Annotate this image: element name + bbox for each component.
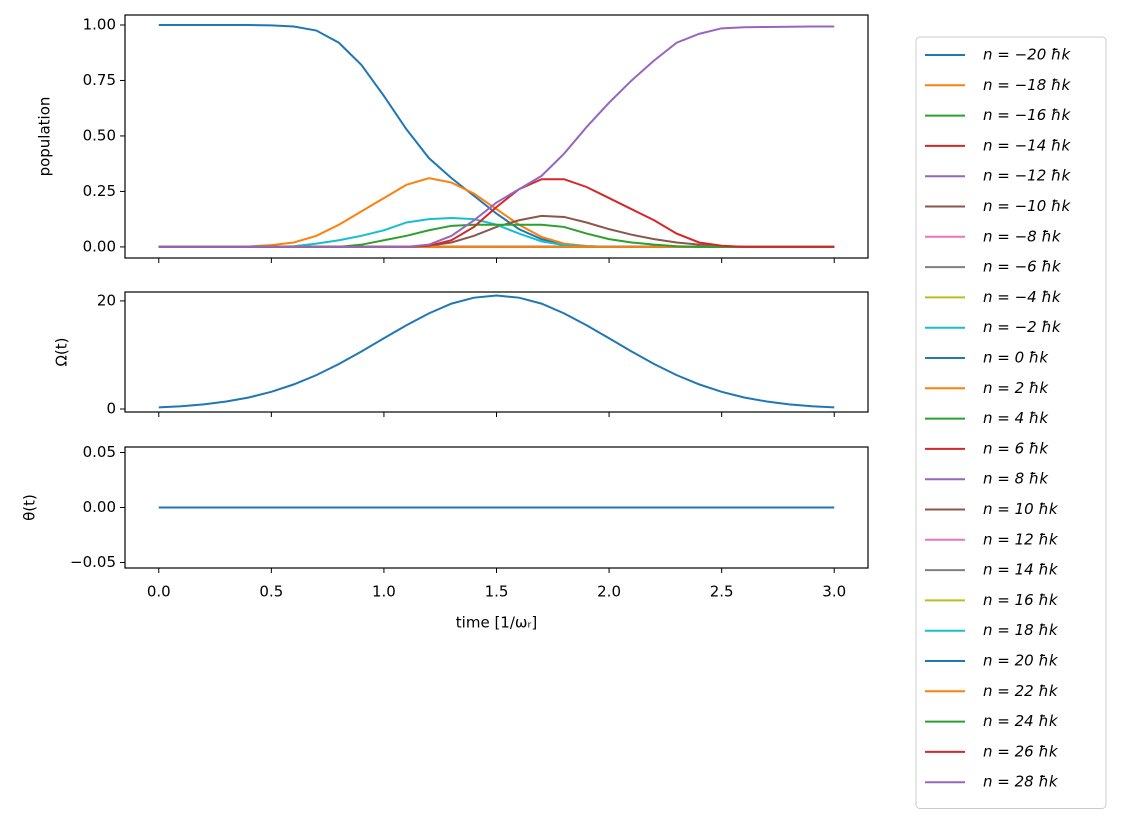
- legend-label: n = 28 ħk: [983, 773, 1059, 791]
- series-line: [158, 223, 835, 248]
- legend-label: n = 22 ħk: [983, 682, 1059, 700]
- legend-label: n = −4 ħk: [983, 288, 1062, 306]
- legend-label: n = 26 ħk: [983, 742, 1059, 760]
- axes-frame: [124, 291, 869, 413]
- legend-label: n = 2 ħk: [983, 379, 1049, 397]
- legend-box: [915, 36, 1107, 809]
- x-tick-label: 2.5: [710, 583, 734, 601]
- legend-label: n = 6 ħk: [983, 439, 1049, 457]
- series-line: [158, 217, 835, 248]
- legend-label: n = 4 ħk: [983, 409, 1049, 427]
- series-line: [158, 214, 835, 248]
- x-tick-label: 3.0: [822, 583, 846, 601]
- y-tick-label: 0.75: [83, 71, 116, 89]
- legend-label: n = −14 ħk: [983, 136, 1071, 154]
- legend-label: n = −6 ħk: [983, 258, 1062, 276]
- legend-label: n = −10 ħk: [983, 197, 1071, 215]
- legend-label: n = −20 ħk: [983, 46, 1071, 64]
- legend-label: n = −12 ħk: [983, 167, 1071, 185]
- legend-label: n = 8 ħk: [983, 470, 1049, 488]
- legend-label: n = 0 ħk: [983, 349, 1049, 367]
- y-tick-label: 0.00: [83, 237, 116, 255]
- x-tick-label: 1.5: [485, 583, 509, 601]
- x-tick-label: 0.0: [147, 583, 171, 601]
- legend-label: n = 14 ħk: [983, 561, 1059, 579]
- y-tick-label: 0.00: [83, 498, 116, 516]
- legend-label: n = −16 ħk: [983, 106, 1071, 124]
- legend-label: n = −18 ħk: [983, 76, 1071, 94]
- legend-label: n = 20 ħk: [983, 652, 1059, 670]
- x-axis-label: time [1/ωᵣ]: [456, 614, 537, 632]
- series-line: [158, 25, 835, 248]
- y-tick-label: 0.50: [83, 126, 116, 144]
- y-tick-label: 1.00: [83, 15, 116, 33]
- y-tick-label: 20: [97, 291, 116, 309]
- series-line: [158, 23, 835, 248]
- legend-label: n = 12 ħk: [983, 530, 1059, 548]
- x-tick-label: 2.0: [597, 583, 621, 601]
- axes-frame: [124, 14, 869, 259]
- y-axis-label: θ(t): [21, 494, 39, 521]
- y-tick-label: 0.25: [83, 182, 116, 200]
- legend-label: n = 18 ħk: [983, 621, 1059, 639]
- legend-label: n = 24 ħk: [983, 712, 1059, 730]
- legend-label: n = −8 ħk: [983, 227, 1062, 245]
- legend-label: n = 16 ħk: [983, 591, 1059, 609]
- y-axis-label: population: [36, 97, 54, 177]
- legend-label: n = 10 ħk: [983, 500, 1059, 518]
- y-tick-label: 0.05: [83, 443, 116, 461]
- x-tick-label: 0.5: [259, 583, 283, 601]
- y-tick-label: −0.05: [70, 553, 116, 571]
- legend-label: n = −2 ħk: [983, 318, 1062, 336]
- y-tick-label: 0: [106, 400, 116, 418]
- series-line: [158, 294, 835, 409]
- x-tick-label: 1.0: [372, 583, 396, 601]
- y-axis-label: Ω(t): [53, 337, 71, 366]
